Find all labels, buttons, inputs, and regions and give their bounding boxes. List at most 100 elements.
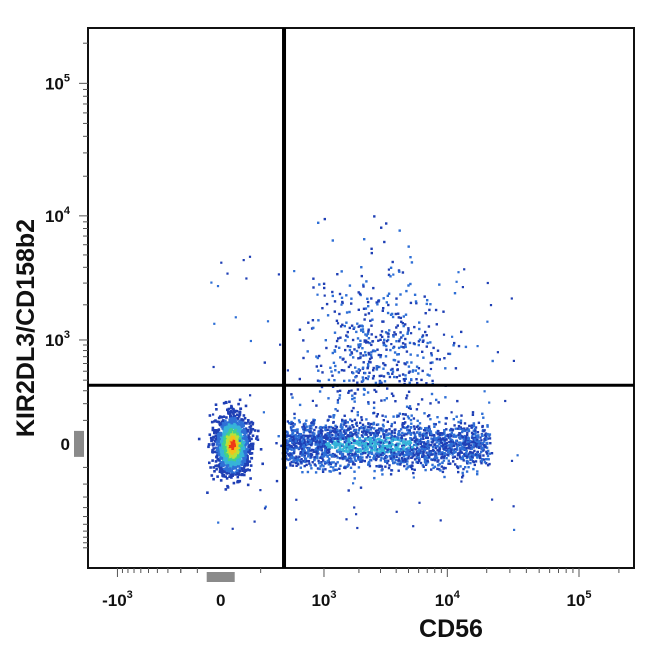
event-dot xyxy=(234,409,237,413)
event-dot xyxy=(238,410,242,414)
event-dot xyxy=(311,424,314,427)
event-dot xyxy=(366,297,369,300)
event-dot xyxy=(390,430,394,433)
event-dot xyxy=(377,452,380,456)
event-dot xyxy=(376,303,379,306)
event-dot xyxy=(331,426,335,430)
event-dot xyxy=(410,361,413,364)
event-dot xyxy=(438,420,441,424)
event-dot xyxy=(228,463,232,466)
event-dot xyxy=(471,413,475,416)
event-dot xyxy=(216,432,220,436)
event-dot xyxy=(425,382,428,385)
event-dot xyxy=(408,341,412,345)
event-dot xyxy=(329,439,333,442)
event-dot xyxy=(457,420,460,424)
event-dot xyxy=(367,312,371,315)
event-dot xyxy=(232,463,236,466)
event-dot xyxy=(423,412,426,415)
event-dot xyxy=(211,428,215,432)
event-dot xyxy=(397,353,400,356)
event-dot xyxy=(404,460,407,463)
event-dot xyxy=(246,468,249,471)
event-dot xyxy=(319,443,322,446)
event-dot xyxy=(438,450,441,453)
event-dot xyxy=(343,445,346,448)
event-dot xyxy=(364,371,367,375)
event-dot xyxy=(338,467,341,470)
event-dot xyxy=(429,418,432,421)
event-dot xyxy=(331,294,334,298)
event-dot xyxy=(300,454,304,457)
event-dot xyxy=(489,304,493,307)
event-dot xyxy=(418,327,421,331)
event-dot xyxy=(484,445,487,449)
event-dot xyxy=(236,435,239,438)
event-dot xyxy=(231,450,234,453)
event-dot xyxy=(377,353,380,357)
event-dot xyxy=(359,450,362,453)
event-dot xyxy=(479,456,482,460)
event-dot xyxy=(211,459,214,462)
event-dot xyxy=(313,435,316,439)
event-dot xyxy=(432,346,435,350)
event-dot xyxy=(375,454,379,457)
event-dot xyxy=(385,436,388,439)
x-tick-label: 105 xyxy=(566,589,591,610)
event-dot xyxy=(374,438,378,441)
event-dot xyxy=(430,434,433,437)
event-dot xyxy=(404,459,407,462)
event-dot xyxy=(468,424,471,428)
event-dot xyxy=(250,452,254,455)
event-dot xyxy=(338,346,341,349)
event-dot xyxy=(321,371,324,374)
event-dot xyxy=(245,443,248,446)
event-dot xyxy=(323,449,327,452)
event-dot xyxy=(418,338,422,341)
event-dot xyxy=(255,435,259,438)
event-dot xyxy=(221,427,224,430)
event-dot xyxy=(233,444,236,447)
event-dot xyxy=(322,465,325,468)
event-dot xyxy=(429,367,433,371)
event-dot xyxy=(359,421,362,425)
event-dot xyxy=(343,324,346,328)
event-dot xyxy=(461,474,465,477)
event-dot xyxy=(337,371,341,374)
event-dot xyxy=(429,430,433,433)
event-dot xyxy=(459,447,462,450)
event-dot xyxy=(359,339,362,342)
event-dot xyxy=(393,431,396,435)
event-dot xyxy=(225,401,228,404)
event-dot xyxy=(395,376,399,379)
event-dot xyxy=(443,441,446,444)
event-dot xyxy=(413,439,417,443)
event-dot xyxy=(338,389,342,392)
event-dot xyxy=(487,449,490,453)
event-dot xyxy=(471,411,475,414)
event-dot xyxy=(231,407,235,411)
event-dot xyxy=(420,447,424,451)
event-dot xyxy=(355,330,358,334)
event-dot xyxy=(368,353,371,356)
event-dot xyxy=(390,454,393,457)
event-dot xyxy=(464,436,468,439)
event-dot xyxy=(433,425,436,428)
event-dot xyxy=(325,442,328,446)
event-dot xyxy=(412,431,416,434)
event-dot xyxy=(361,444,364,448)
event-dot xyxy=(426,441,429,444)
event-dot xyxy=(472,443,476,446)
event-dot xyxy=(303,464,306,468)
event-dot xyxy=(391,372,394,375)
event-dot xyxy=(307,460,311,463)
event-dot xyxy=(372,401,376,404)
event-dot xyxy=(286,444,289,447)
event-dot xyxy=(451,441,455,444)
event-dot xyxy=(227,470,230,473)
event-dot xyxy=(316,356,319,360)
event-dot xyxy=(445,417,448,420)
event-dot xyxy=(333,442,336,445)
event-dot xyxy=(393,428,396,432)
event-dot xyxy=(402,346,405,349)
